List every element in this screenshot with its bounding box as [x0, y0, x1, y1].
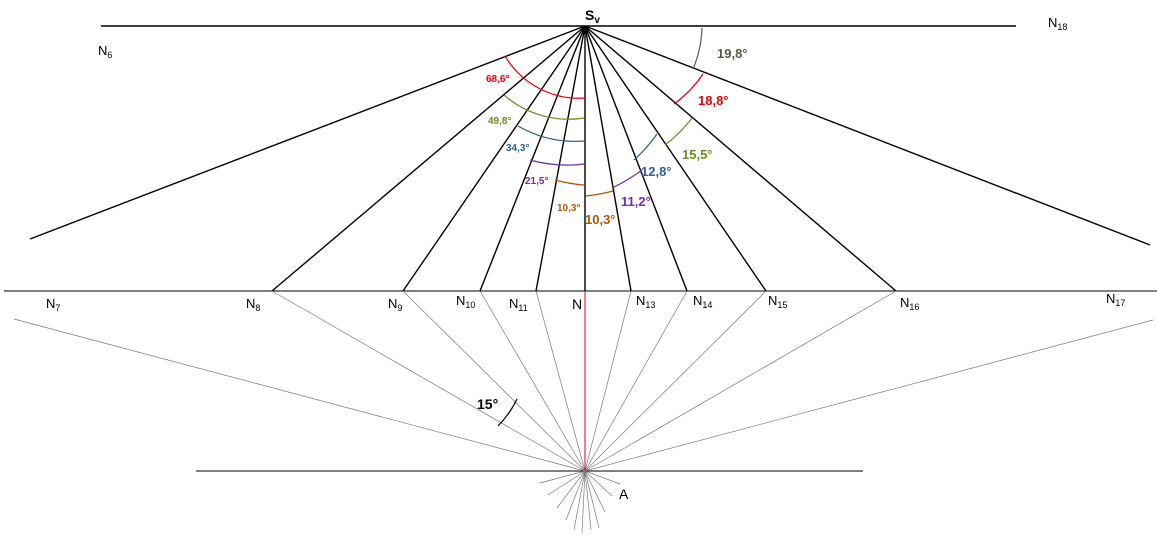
- star-stroke: [584, 470, 592, 531]
- ray-to-n10: [479, 290, 586, 472]
- observer-label: A: [619, 486, 629, 502]
- arc-angle-10-3-right: [585, 190, 614, 197]
- arc-observer-angle: [497, 398, 518, 427]
- point-label-n6: N6: [98, 43, 112, 60]
- line-to-n11: [535, 25, 586, 292]
- line-to-n15: [584, 25, 767, 292]
- observer-rays: [13, 290, 1154, 472]
- star-stroke: [573, 470, 586, 531]
- angle-label: 10,3°: [585, 212, 616, 227]
- line-to-n13: [584, 25, 632, 292]
- vanishing-point-sub: v: [594, 15, 600, 26]
- arc-angle-68-6: [504, 55, 586, 99]
- star-stroke: [565, 470, 586, 521]
- star-stroke: [584, 470, 613, 497]
- point-label-n18: N18: [1048, 15, 1067, 32]
- ray-to-n8: [271, 290, 586, 472]
- line-to-right-edge: [584, 25, 1151, 246]
- observer-angle-label: 15°: [477, 396, 498, 412]
- angle-label: 11,2°: [621, 194, 651, 209]
- star-stroke: [584, 470, 606, 513]
- star-stroke: [547, 470, 586, 496]
- angle-arcs-right: [585, 27, 704, 197]
- arc-angle-34-3: [517, 125, 585, 142]
- arc-angle-19-8: [692, 27, 703, 70]
- star-stroke: [584, 470, 621, 485]
- observer-star: [539, 470, 621, 534]
- arc-angle-21-5: [529, 159, 585, 166]
- center-point-label: N: [572, 296, 582, 312]
- angle-label: 10,3°: [557, 203, 580, 214]
- ray-to-n15: [584, 290, 767, 472]
- angle-label: 68,6°: [486, 74, 509, 85]
- angle-label: 34,3°: [506, 143, 529, 154]
- line-to-n8: [271, 25, 586, 292]
- arc-angle-10-3-left: [554, 179, 585, 186]
- angle-label: 15,5°: [682, 147, 713, 162]
- point-label-n17: N17: [1106, 291, 1125, 308]
- point-label-n16: N16: [900, 295, 919, 312]
- angle-label: 18,8°: [698, 93, 729, 108]
- star-stroke: [584, 470, 600, 529]
- ray-to-n13: [584, 290, 632, 472]
- point-label-n13: N13: [636, 293, 655, 310]
- point-label-n7: N7: [46, 296, 60, 313]
- star-stroke: [539, 470, 586, 484]
- vanishing-lines: [29, 25, 1151, 292]
- ray-to-n9: [402, 290, 586, 472]
- vanishing-point-label: Sv: [585, 7, 600, 26]
- star-stroke: [581, 470, 586, 534]
- ray-to-n14: [584, 290, 688, 472]
- line-to-n10: [479, 25, 586, 292]
- ray-to-n7: [13, 318, 586, 472]
- arc-angle-18-8: [673, 73, 704, 105]
- arc-angle-12-8: [633, 133, 658, 161]
- ray-to-n17: [584, 319, 1154, 472]
- vanishing-point-main: S: [585, 7, 594, 23]
- point-label-n10: N10: [456, 293, 475, 310]
- line-to-n9: [402, 25, 586, 292]
- point-label-n9: N9: [388, 296, 402, 313]
- angle-label: 19,8°: [717, 46, 748, 61]
- ray-to-n16: [584, 290, 897, 472]
- ray-to-n11: [535, 290, 586, 472]
- point-label-n11: N11: [509, 296, 528, 313]
- point-label-n8: N8: [246, 296, 260, 313]
- star-stroke: [556, 470, 586, 509]
- angle-label: 12,8°: [641, 164, 672, 179]
- arc-angle-49-8: [503, 94, 585, 120]
- angle-label: 49,8°: [488, 116, 511, 127]
- point-label-n15: N15: [768, 293, 787, 310]
- arc-angle-11-2: [611, 169, 643, 189]
- line-to-n16: [584, 25, 897, 292]
- angle-arcs-left: [503, 55, 586, 186]
- line-to-n6: [29, 25, 586, 240]
- point-label-n14: N14: [693, 293, 712, 310]
- arc-angle-15-5: [664, 117, 693, 146]
- angle-label: 21,5°: [525, 176, 548, 187]
